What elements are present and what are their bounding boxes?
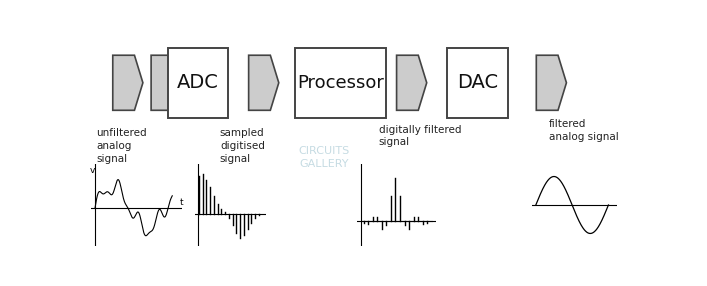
Polygon shape: [537, 55, 566, 110]
Text: filtered
analog signal: filtered analog signal: [549, 119, 619, 142]
Text: Processor: Processor: [297, 74, 384, 92]
Bar: [448, 47, 508, 118]
Text: digitally filtered
signal: digitally filtered signal: [379, 125, 461, 147]
Polygon shape: [112, 55, 143, 110]
Polygon shape: [151, 55, 181, 110]
Polygon shape: [249, 55, 279, 110]
Text: sampled
digitised
signal: sampled digitised signal: [220, 128, 264, 164]
Bar: [296, 47, 385, 118]
Polygon shape: [397, 55, 427, 110]
Text: DAC: DAC: [457, 73, 498, 92]
Text: unfiltered
analog
signal: unfiltered analog signal: [97, 128, 147, 164]
Text: ADC: ADC: [177, 73, 219, 92]
Bar: [168, 47, 228, 118]
Text: CIRCUITS
GALLERY: CIRCUITS GALLERY: [298, 146, 349, 169]
